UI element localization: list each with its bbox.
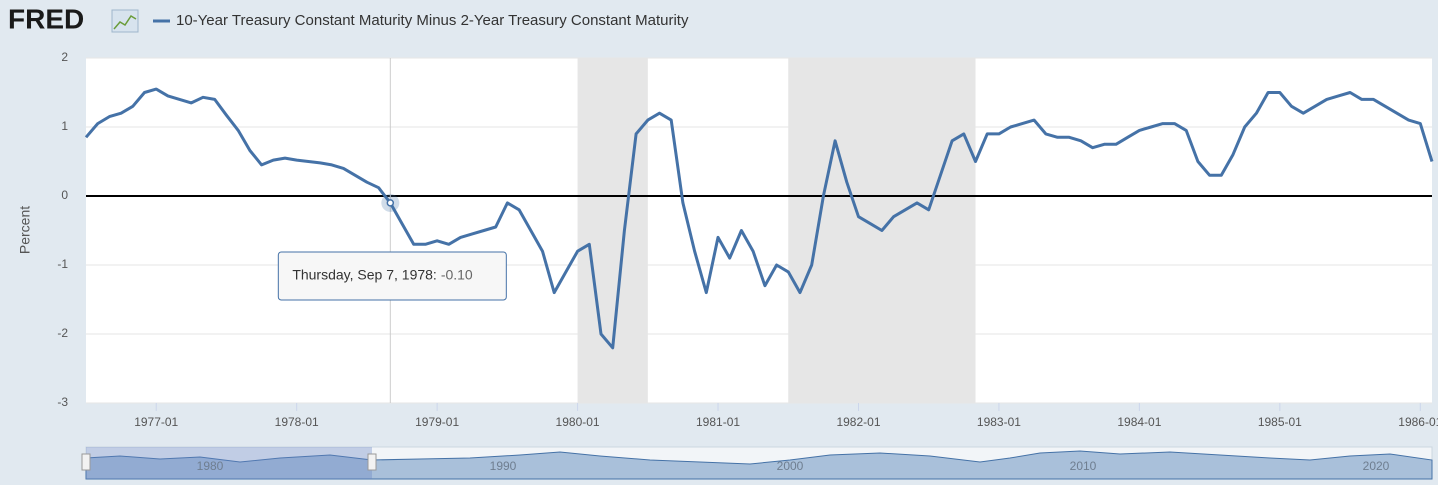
x-tick-label: 1986-01 [1398,415,1438,429]
x-tick-label: 1978-01 [275,415,319,429]
recession-shade [577,58,648,403]
x-tick-label: 1985-01 [1258,415,1302,429]
y-tick-label: 2 [61,50,68,64]
x-tick-label: 1984-01 [1117,415,1161,429]
navigator-label: 2000 [777,459,804,473]
legend-title: 10-Year Treasury Constant Maturity Minus… [176,12,689,29]
y-tick-label: -2 [57,326,68,340]
data-line [84,87,1434,350]
navigator-label: 1990 [490,459,517,473]
x-tick-label: 1979-01 [415,415,459,429]
logo: FRED [8,3,84,34]
x-tick-label: 1980-01 [556,415,600,429]
navigator-label: 2020 [1363,459,1390,473]
x-tick-label: 1983-01 [977,415,1021,429]
x-tick-label: 1977-01 [134,415,178,429]
navigator-label: 2010 [1070,459,1097,473]
tooltip: Thursday, Sep 7, 1978: -0.10 [277,251,507,301]
y-axis-label: Percent [17,206,33,254]
tooltip-box [277,251,507,301]
x-tick-label: 1982-01 [836,415,880,429]
y-tick-label: -1 [57,257,68,271]
logo-icon [111,9,139,33]
y-tick-label: 0 [61,188,68,202]
navigator: 1980 1990 2000 2010 2020 [81,446,1433,480]
x-tick-label: 1981-01 [696,415,740,429]
tooltip-date: Thursday, Sep 7, 1978: [292,267,437,283]
navigator-label: 1980 [197,459,224,473]
tooltip-value: -0.10 [441,267,473,283]
plot-layer: -3 -2 -1 0 1 2 1977-01 1978-01 1979-01 1980-01 198… [57,50,1438,429]
hover-point [386,199,395,207]
y-tick-label: 1 [61,119,68,133]
y-tick-label: -3 [57,395,68,409]
plot-area [86,58,1432,403]
